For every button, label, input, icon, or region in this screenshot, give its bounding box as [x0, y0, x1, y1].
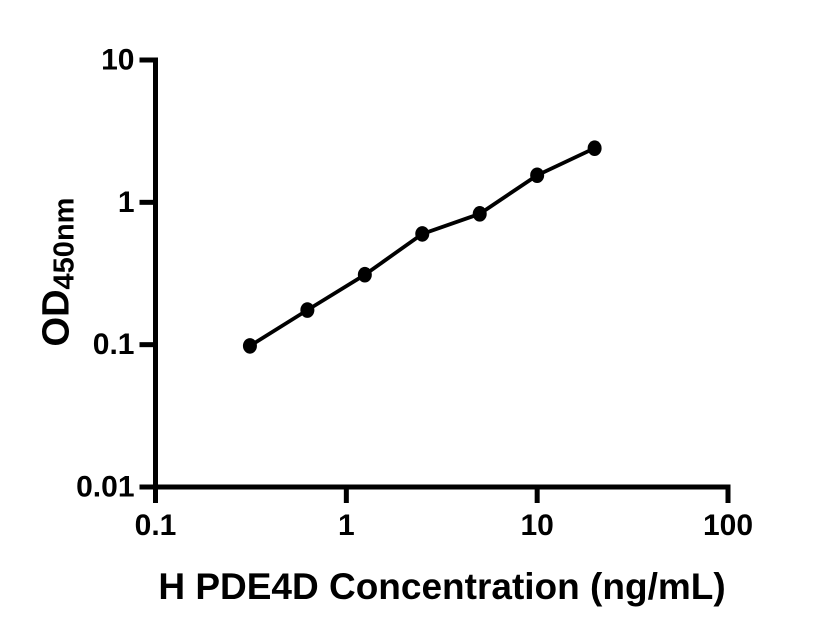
x-tick-label: 0.1 [135, 509, 177, 542]
x-axis-title: H PDE4D Concentration (ng/mL) [158, 566, 726, 607]
y-axis-title-subscript: 450nm [48, 197, 81, 290]
y-axis-title-main: OD [35, 289, 78, 347]
x-tick-label: 10 [520, 509, 553, 542]
y-tick-label: 10 [101, 44, 134, 77]
data-point [242, 338, 257, 354]
x-tick-label: 100 [703, 509, 753, 542]
y-tick-label: 0.1 [93, 328, 135, 361]
data-point [300, 302, 315, 318]
data-point [357, 266, 372, 283]
x-tick-label: 1 [338, 509, 355, 542]
y-tick-label: 0.01 [76, 471, 134, 504]
data-point [472, 206, 487, 222]
data-point [415, 226, 430, 242]
y-axis-title: OD450nm [35, 197, 81, 347]
y-tick-label: 1 [118, 186, 135, 219]
data-point [530, 167, 545, 184]
data-point [587, 140, 602, 157]
